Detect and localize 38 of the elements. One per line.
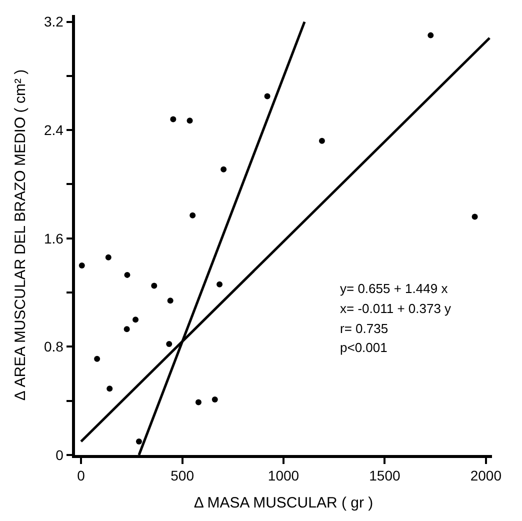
point: [132, 316, 139, 323]
y-tick-label: 2.4: [44, 122, 64, 138]
y-axis-title: Δ AREA MUSCULAR DEL BRAZO MEDIO ( cm² ): [12, 69, 30, 401]
point: [151, 282, 158, 289]
point: [170, 116, 176, 122]
annotation: y= 0.655 + 1.449 x: [340, 281, 448, 296]
y-tick-label: 3.2: [44, 14, 64, 30]
annotation: r= 0.735: [340, 321, 388, 336]
point: [212, 396, 218, 402]
point: [124, 272, 130, 278]
x-axis-title: Δ MASA MUSCULAR ( gr ): [194, 494, 374, 512]
y-tick-label: 1.6: [44, 230, 64, 246]
point: [124, 326, 130, 332]
point: [105, 254, 112, 260]
point: [166, 340, 172, 347]
annotation: p<0.001: [340, 340, 388, 355]
point: [216, 281, 223, 288]
y-tick-label: 0: [56, 446, 64, 463]
x-tick-label: 1500: [369, 468, 400, 484]
point: [195, 399, 202, 406]
point: [318, 138, 325, 144]
point: [94, 356, 100, 362]
annotation: x= -0.011 + 0.373 y: [340, 301, 452, 316]
point: [190, 212, 196, 218]
y-tick-label: 0.8: [44, 338, 64, 355]
x-tick-label: 0: [77, 468, 86, 484]
point: [78, 262, 85, 268]
point: [136, 438, 142, 444]
point: [472, 214, 478, 220]
point: [428, 32, 434, 38]
point: [220, 166, 227, 172]
x-tick-label: 2000: [470, 468, 502, 484]
point: [106, 386, 113, 392]
point: [264, 93, 270, 100]
x-tick-label: 500: [170, 468, 194, 484]
point: [167, 298, 174, 304]
x-tick-label: 1000: [268, 468, 300, 484]
point: [186, 118, 193, 124]
